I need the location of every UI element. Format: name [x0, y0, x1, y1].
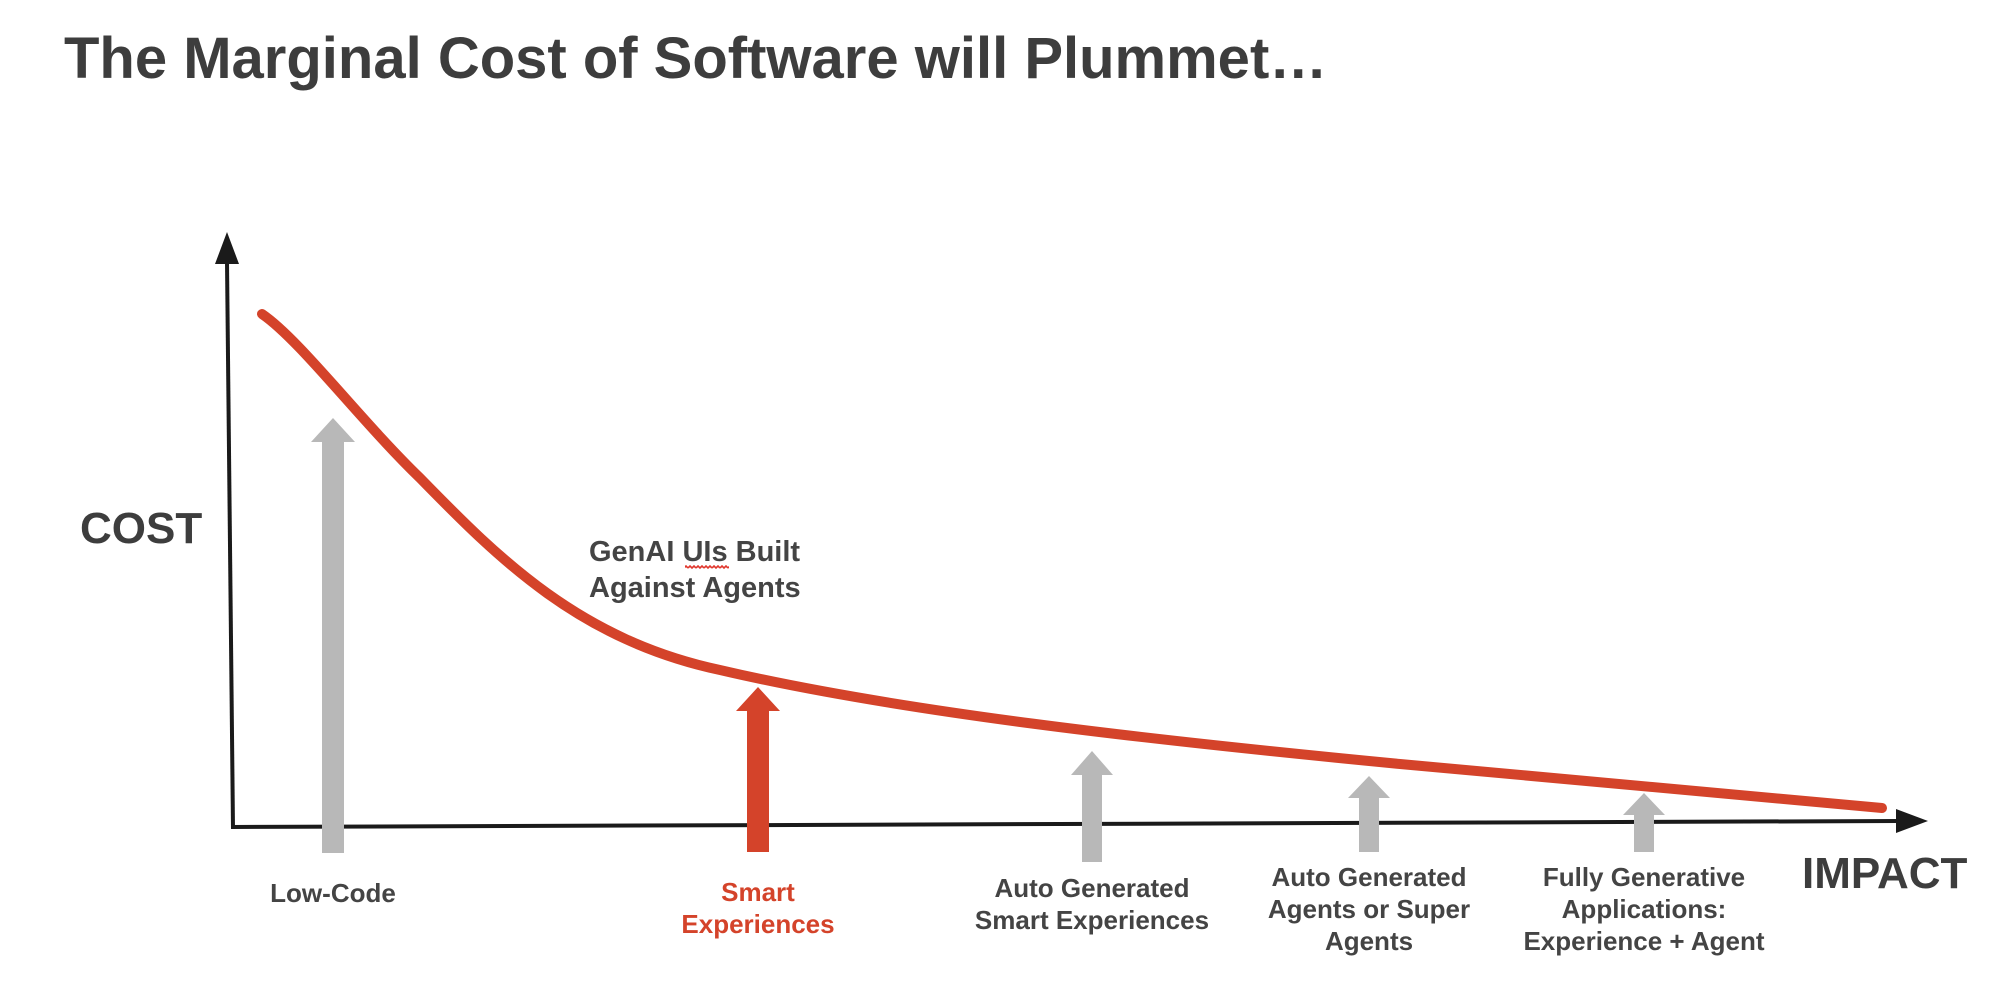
axes	[215, 232, 1928, 833]
stage-label-low-code: Low-Code	[270, 878, 396, 908]
y-axis-line	[225, 261, 235, 830]
stage-label-line: Auto Generated	[1271, 862, 1466, 892]
x-axis-line	[230, 819, 1901, 829]
stage-label-fully-generative-applications: Fully Generative Applications: Experience …	[1523, 862, 1764, 956]
stage-arrow-low-code	[311, 418, 355, 853]
stage-label-line: Experiences	[681, 909, 834, 939]
cost-curve	[257, 309, 1887, 813]
slide-title: The Marginal Cost of Software will Plumm…	[64, 26, 1327, 91]
stage-arrows	[311, 418, 1665, 862]
stage-label-line: Low-Code	[270, 878, 396, 908]
stage-label-line: Fully Generative	[1543, 862, 1745, 892]
annotation-line-1: GenAI UIs Built	[589, 536, 800, 568]
genai-annotation: GenAI UIs Built Against Agents	[589, 536, 801, 604]
annotation-line-2: Against Agents	[589, 572, 801, 604]
y-axis-label: COST	[80, 504, 202, 553]
x-axis-label: IMPACT	[1802, 849, 1968, 898]
stage-arrow-auto-generated-smart-experiences	[1071, 751, 1113, 862]
stage-label-line: Smart	[721, 877, 795, 907]
stage-label-line: Agents or Super	[1268, 894, 1470, 924]
stage-label-smart-experiences: Smart Experiences	[681, 877, 834, 939]
stage-label-line: Auto Generated	[994, 873, 1189, 903]
stage-arrow-fully-generative-applications	[1623, 793, 1665, 852]
stage-label-line: Experience + Agent	[1523, 926, 1764, 956]
y-axis-arrowhead	[215, 232, 239, 264]
stage-label-line: Applications:	[1562, 894, 1727, 924]
stage-label-line: Smart Experiences	[975, 905, 1209, 935]
x-axis-arrowhead	[1896, 809, 1928, 833]
stage-label-line: Agents	[1325, 926, 1413, 956]
spellcheck-squiggle	[685, 565, 729, 570]
stage-arrow-smart-experiences	[736, 687, 780, 852]
stage-label-auto-generated-agents: Auto Generated Agents or Super Agents	[1268, 862, 1470, 956]
stage-arrow-auto-generated-agents	[1348, 776, 1390, 852]
stage-label-auto-generated-smart-experiences: Auto Generated Smart Experiences	[975, 873, 1209, 935]
